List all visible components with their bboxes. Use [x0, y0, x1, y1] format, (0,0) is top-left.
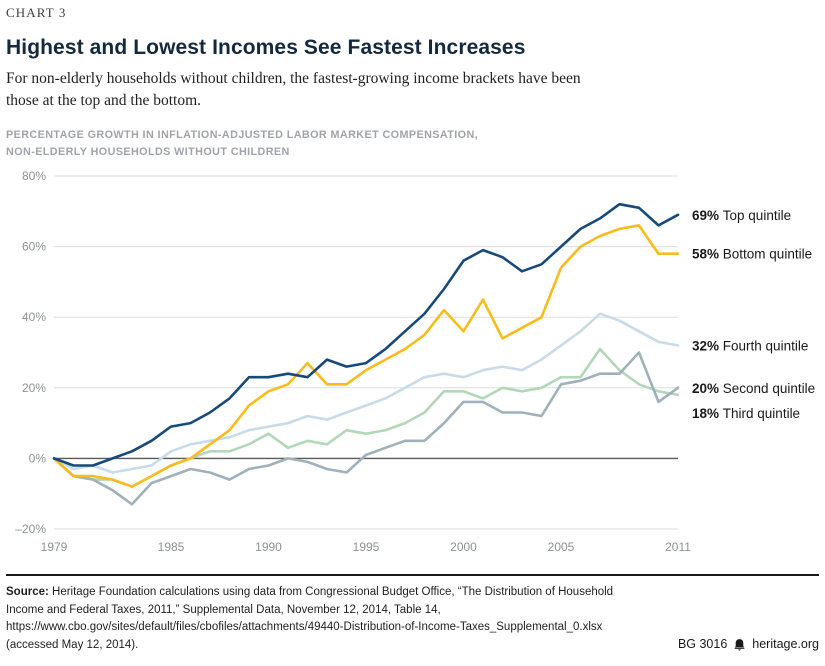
legend-label-third-quintile: 18% Third quintile [692, 406, 800, 421]
series-line-top-quintile [52, 203, 680, 468]
legend-label-top-quintile: 69% Top quintile [692, 208, 791, 223]
series-line-bottom-quintile [52, 224, 680, 489]
x-tick-label: 2011 [665, 540, 691, 554]
y-tick-label: 60% [22, 240, 46, 254]
y-tick-label: 80% [22, 169, 46, 183]
x-tick-label: 1985 [158, 540, 185, 554]
heritage-site: heritage.org [752, 637, 819, 652]
legend-label-bottom-quintile: 58% Bottom quintile [692, 247, 812, 262]
heritage-bell-icon [733, 638, 746, 651]
series-line-second-quintile [52, 351, 680, 507]
source-text: Heritage Foundation calculations using d… [6, 586, 614, 651]
y-tick-label: 40% [22, 311, 46, 325]
source-label: Source: [6, 586, 49, 599]
x-tick-label: 2005 [548, 540, 575, 554]
series-line-fourth-quintile [52, 312, 680, 475]
measure-label-line-2: NON-ELDERLY HOUSEHOLDS WITHOUT CHILDREN [6, 145, 290, 158]
x-tick-label: 1995 [353, 540, 380, 554]
legend-label-second-quintile: 20% Second quintile [692, 381, 815, 396]
page-title: Highest and Lowest Incomes See Fastest I… [6, 36, 526, 59]
chart-measure-label: PERCENTAGE GROWTH IN INFLATION-ADJUSTED … [6, 127, 819, 160]
y-tick-label: 0% [29, 452, 47, 466]
footer-meta: BG 3016 heritage.org [678, 637, 819, 654]
measure-label-line-1: PERCENTAGE GROWTH IN INFLATION-ADJUSTED … [6, 129, 479, 141]
doc-id: BG 3016 [677, 637, 728, 652]
chart-kicker: CHART 3 [6, 5, 67, 20]
line-chart: 80% 60% 40% 20% 0% –20% 1979 1985 1990 1995 2000 20… [15, 169, 815, 554]
chart-subtitle: For non-elderly households without child… [6, 70, 581, 109]
source-note: Source: Heritage Foundation calculations… [6, 584, 624, 654]
footer-divider [6, 574, 819, 577]
legend-label-fourth-quintile: 32% Fourth quintile [692, 339, 808, 354]
footer: Source: Heritage Foundation calculations… [6, 584, 819, 654]
x-tick-label: 1979 [41, 540, 68, 554]
y-tick-label: 20% [22, 381, 46, 395]
x-tick-label: 2000 [450, 540, 477, 554]
y-tick-label: –20% [15, 522, 46, 536]
x-tick-label: 1990 [255, 540, 282, 554]
